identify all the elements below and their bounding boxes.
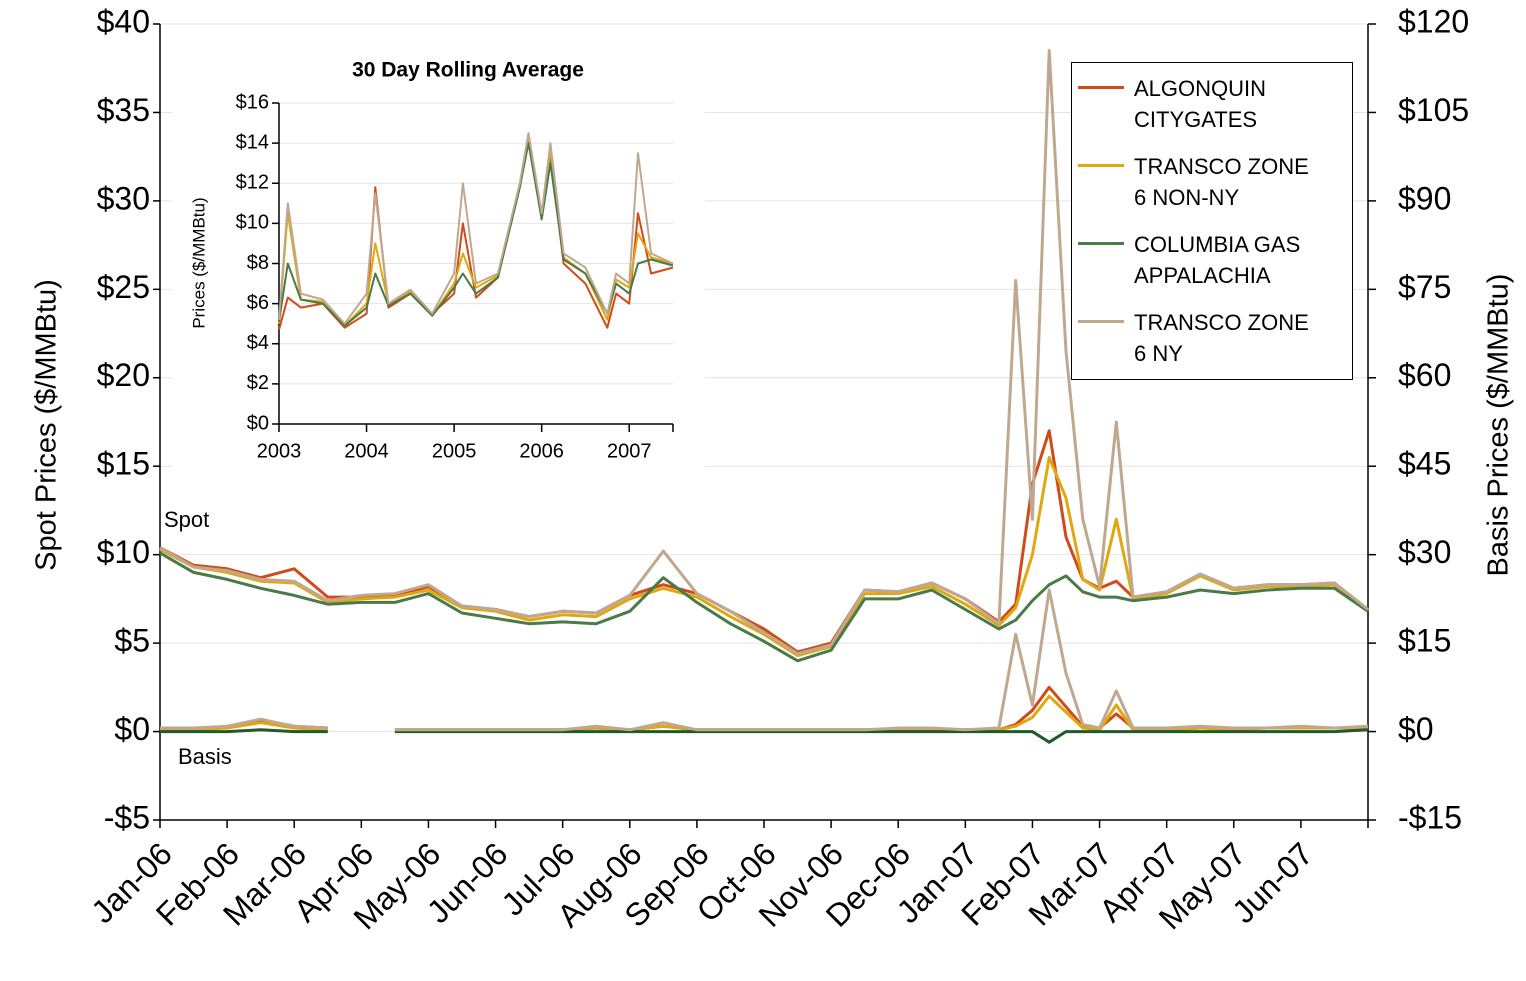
series-line — [278, 138, 674, 330]
y-tick-label: $0 — [114, 711, 150, 747]
x-tick-label: 2003 — [257, 440, 302, 462]
legend-item: TRANSCO ZONE 6 NON-NY — [1078, 151, 1346, 213]
series-line — [278, 132, 674, 325]
inset-plot: $0 $2 $4 $6 $8 $10 $12 $14 $16 2003 2004 2005 2006 20… — [236, 91, 674, 462]
y-tick-label: $4 — [247, 332, 269, 354]
legend-swatch — [1078, 164, 1124, 167]
inset-y-axis-title: Prices ($/MMBtu) — [189, 197, 208, 328]
series-line — [159, 455, 1369, 657]
inset-title: 30 Day Rolling Average — [352, 59, 584, 82]
y-tick-label: $15 — [97, 446, 150, 482]
legend-item: COLUMBIA GAS APPALACHIA — [1078, 229, 1346, 291]
series-line — [278, 142, 674, 327]
y-tick-label: $40 — [97, 3, 150, 39]
y-tick-label: $8 — [247, 252, 269, 274]
y-tick-label: $30 — [97, 180, 150, 216]
y-tick-label: $25 — [97, 269, 150, 305]
y2-tick-label: $75 — [1398, 269, 1451, 305]
y-tick-label: $35 — [97, 92, 150, 128]
y2-axis-title: Basis Prices ($/MMBtu) — [1483, 274, 1515, 577]
y-tick-label: $10 — [97, 534, 150, 570]
y-tick-label: $12 — [236, 172, 269, 194]
legend-label: TRANSCO ZONE 6 NON-NY — [1134, 154, 1309, 210]
x-tick-label: 2006 — [519, 440, 564, 462]
y-tick-label: $5 — [114, 623, 150, 659]
legend-swatch — [1078, 320, 1124, 323]
y2-tick-label: $120 — [1398, 3, 1469, 39]
legend-label: COLUMBIA GAS APPALACHIA — [1134, 232, 1301, 288]
basis-line — [160, 694, 1368, 732]
y-axis-title: Spot Prices ($/MMBtu) — [31, 279, 63, 571]
y2-tick-label: $90 — [1398, 180, 1451, 216]
legend-label: TRANSCO ZONE 6 NY — [1134, 310, 1309, 366]
y2-tick-label: $105 — [1398, 92, 1469, 128]
basis-line — [160, 728, 1369, 744]
y2-tick-label: $30 — [1398, 534, 1451, 570]
basis-line — [160, 588, 1369, 732]
y2-tick-label: $0 — [1398, 711, 1434, 747]
y-tick-label: $10 — [236, 212, 269, 234]
y-tick-label: $20 — [97, 357, 150, 393]
series-line — [159, 551, 1369, 663]
y2-tick-label: $15 — [1398, 623, 1451, 659]
x-tick-label: 2007 — [607, 440, 652, 462]
y-tick-label: $2 — [247, 372, 269, 394]
y-tick-label: $0 — [247, 412, 269, 434]
y-tick-label: $6 — [247, 292, 269, 314]
legend: ALGONQUIN CITYGATES TRANSCO ZONE 6 NON-NY… — [1071, 62, 1353, 380]
basis-line — [160, 685, 1368, 732]
y-tick-label: -$5 — [104, 799, 150, 835]
legend-swatch — [1078, 86, 1124, 89]
legend-swatch — [1078, 242, 1124, 245]
y-tick-label: $14 — [236, 131, 269, 153]
inset-background — [172, 50, 705, 482]
annotation: Basis — [178, 744, 232, 769]
legend-item: TRANSCO ZONE 6 NY — [1078, 307, 1346, 369]
y-tick-label: $16 — [236, 91, 269, 113]
series-line — [159, 49, 1369, 656]
annotation: Spot — [164, 507, 209, 532]
y2-tick-label: -$15 — [1398, 799, 1462, 835]
y2-tick-label: $60 — [1398, 357, 1451, 393]
x-tick-label: 2005 — [432, 440, 477, 462]
y2-tick-label: $45 — [1398, 446, 1451, 482]
legend-label: ALGONQUIN CITYGATES — [1134, 76, 1267, 132]
x-tick-label: 2004 — [344, 440, 389, 462]
legend-item: ALGONQUIN CITYGATES — [1078, 73, 1346, 135]
